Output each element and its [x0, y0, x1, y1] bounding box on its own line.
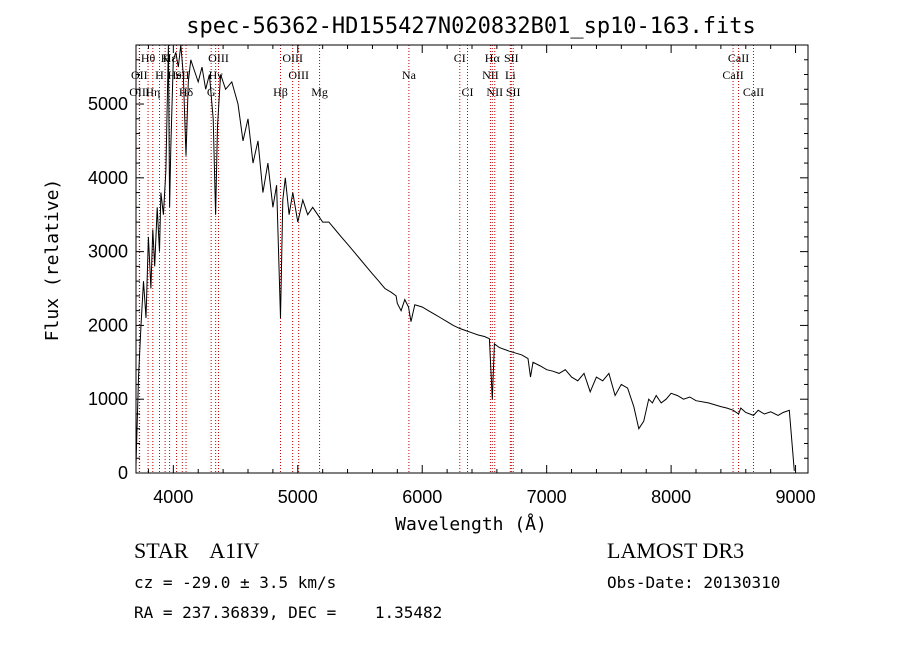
spectral-line-label: OIII [288, 68, 309, 82]
spectral-line-label: SII [504, 51, 519, 65]
spectral-line-label: NII [482, 68, 499, 82]
spectral-line-label: OIII [282, 51, 303, 65]
y-axis-label: Flux (relative) [42, 179, 63, 342]
obs-date-label: Obs-Date: 20130310 [607, 573, 781, 592]
y-axis-ticks: 0 1000 2000 3000 4000 5000 [88, 59, 808, 483]
spectral-line-label: SII [506, 85, 521, 99]
spectral-line-label: SII [175, 68, 190, 82]
spectral-line-label: CI [454, 51, 466, 65]
spectral-line-label: CI [462, 85, 474, 99]
y-tick-label: 1000 [88, 389, 128, 409]
spectral-line-label: CaII [722, 68, 743, 82]
spectral-line-label: K [161, 51, 170, 65]
spectrum-line [135, 44, 795, 471]
x-tick-label: 4000 [153, 487, 193, 507]
plot-frame [135, 44, 809, 474]
x-tick-label: 7000 [527, 487, 567, 507]
x-tick-label: 9000 [776, 487, 816, 507]
x-tick-label: 6000 [402, 487, 442, 507]
spectral-line-label: Hδ [179, 85, 194, 99]
x-axis-ticks: 4000 5000 6000 7000 8000 9000 [147, 45, 816, 507]
spectral-line-label: Li [505, 68, 516, 82]
x-tick-label: 5000 [278, 487, 318, 507]
y-tick-label: 5000 [88, 94, 128, 114]
redshift-label: cz = -29.0 ± 3.5 km/s [134, 573, 337, 592]
y-tick-label: 2000 [88, 315, 128, 335]
spectral-line-markers [138, 45, 754, 473]
spectral-line-label: Hβ [273, 85, 288, 99]
spectral-line-label: Mg [311, 85, 328, 99]
y-tick-label: 4000 [88, 168, 128, 188]
x-tick-label: 8000 [651, 487, 691, 507]
spectral-line-label: G [207, 85, 216, 99]
star-class-label: STAR A1IV [134, 538, 260, 563]
x-axis-label: Wavelength (Å) [395, 513, 547, 535]
y-tick-label: 3000 [88, 242, 128, 262]
spectral-line-label: Hα [485, 51, 501, 65]
ra-dec-label: RA = 237.36839, DEC = 1.35482 [134, 603, 443, 622]
spectral-line-label: Hε [163, 51, 177, 65]
spectral-line-label: Hη [145, 85, 160, 99]
spectral-line-label: Hθ [141, 51, 156, 65]
y-tick-label: 0 [118, 463, 128, 483]
spectral-line-label: H [155, 68, 164, 82]
survey-label: LAMOST DR3 [607, 538, 745, 563]
spectral-line-label: Na [402, 68, 417, 82]
spectral-line-label: OIII [208, 51, 229, 65]
chart-title: spec-56362-HD155427N020832B01_sp10-163.f… [186, 14, 756, 39]
spectral-line-label: NII [486, 85, 503, 99]
spectral-line-label: HeI [168, 68, 186, 82]
spectral-line-label: Hγ [209, 68, 224, 82]
spectral-line-label: CaII [743, 85, 764, 99]
spectral-line-label: OIII [129, 85, 150, 99]
spectral-line-label: CaII [728, 51, 749, 65]
